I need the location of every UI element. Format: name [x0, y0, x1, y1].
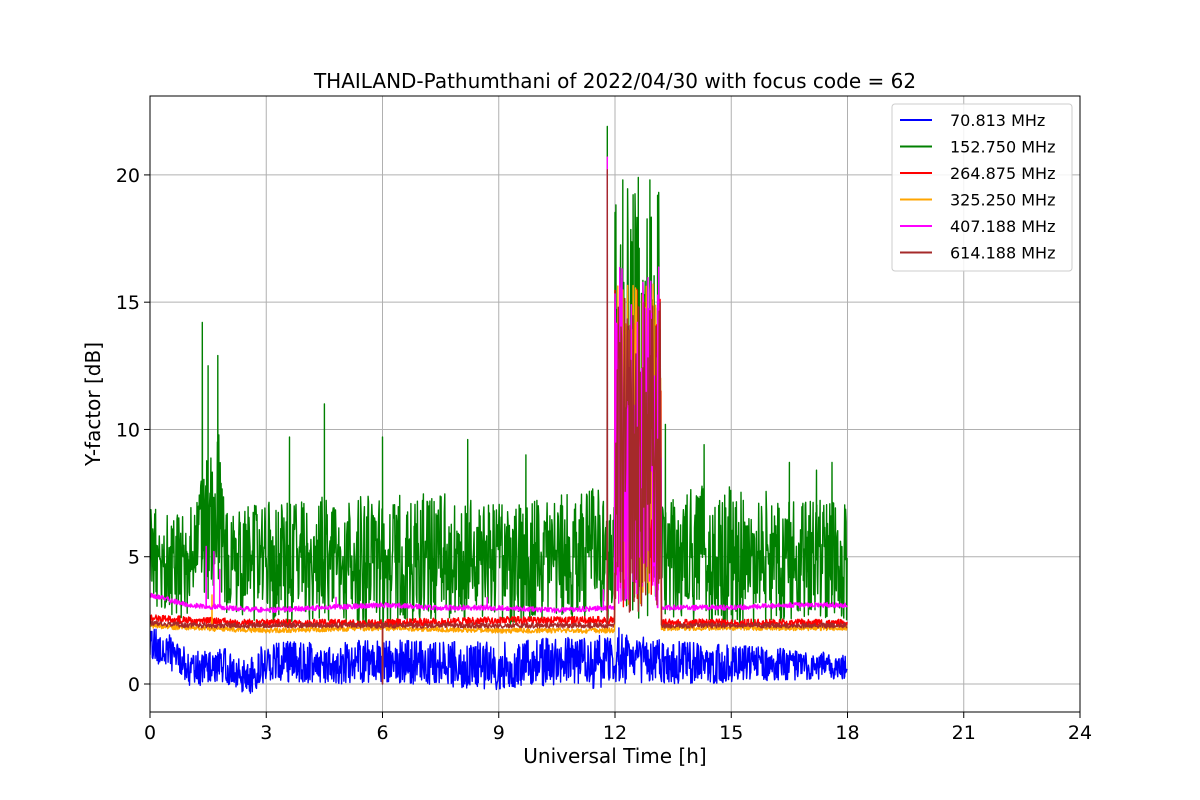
legend-entry: 325.250 MHz: [950, 191, 1055, 210]
x-tick-label: 9: [493, 722, 505, 744]
legend-entry: 70.813 MHz: [950, 111, 1045, 130]
legend: 70.813 MHz 152.750 MHz 264.875 MHz 325.250 …: [891, 103, 1073, 272]
series-line: [150, 288, 848, 683]
y-tick-label: 5: [128, 547, 140, 569]
y-tick-label: 10: [116, 419, 140, 441]
x-tick-label: 3: [260, 722, 272, 744]
x-axis-label: Universal Time [h]: [523, 744, 706, 768]
x-tick-label: 6: [376, 722, 388, 744]
chart-title: THAILAND-Pathumthani of 2022/04/30 with …: [313, 69, 916, 93]
legend-entry: 264.875 MHz: [950, 164, 1055, 183]
series-line: [150, 169, 848, 685]
series-line: [150, 156, 848, 614]
x-tick-label: 12: [603, 722, 627, 744]
x-tick-label: 15: [719, 722, 743, 744]
x-tick-label: 18: [835, 722, 859, 744]
series-line: [150, 627, 848, 694]
legend-entry: 407.188 MHz: [950, 217, 1055, 236]
legend-box: [891, 103, 1073, 272]
x-ticks: 0 3 6 9 12 15 18 21 24: [144, 712, 1092, 744]
series-group: [150, 125, 848, 694]
series-line: [150, 125, 848, 627]
x-tick-label: 24: [1068, 722, 1092, 744]
legend-entry: 614.188 MHz: [950, 244, 1055, 263]
series-line: [150, 283, 848, 683]
y-axis-label: Y-factor [dB]: [81, 342, 105, 467]
x-tick-label: 21: [952, 722, 976, 744]
x-tick-label: 0: [144, 722, 156, 744]
y-tick-label: 20: [116, 165, 140, 187]
y-ticks: 0 5 10 15 20: [116, 165, 150, 696]
y-tick-label: 15: [116, 292, 140, 314]
y-tick-label: 0: [128, 674, 140, 696]
legend-entry: 152.750 MHz: [950, 138, 1055, 157]
